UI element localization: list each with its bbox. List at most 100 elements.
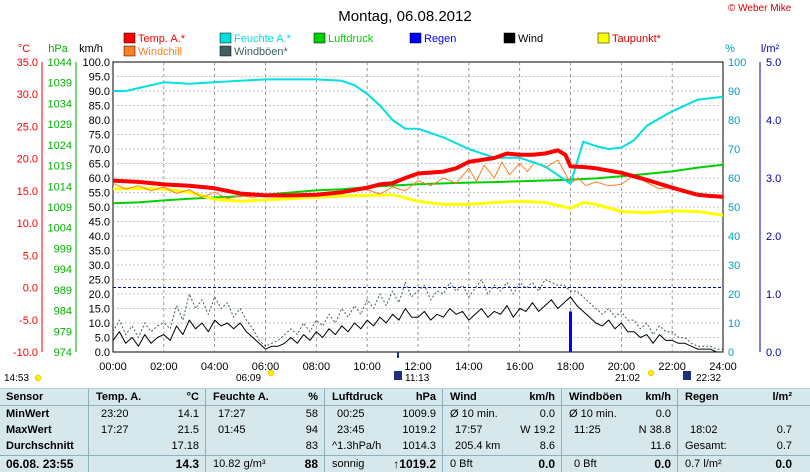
sensor-header: Sensor	[6, 391, 44, 403]
wind-tick-label: 10.0	[89, 318, 110, 330]
humidity-tick-label: 10	[728, 318, 740, 330]
chart-title: Montag, 06.08.2012	[338, 8, 471, 25]
wind-tick-label: 90.0	[89, 86, 110, 98]
humidity-tick-label: 100	[728, 57, 746, 69]
rain-bar	[569, 311, 572, 352]
rain-total-label: Gesamt:	[685, 440, 727, 452]
axis-unit-label: l/m²	[761, 43, 780, 55]
row-label-current: 06.08. 23:55	[6, 457, 74, 471]
temp-tick-label: 15.0	[17, 186, 38, 198]
wind-avg-label: Ø 10 min.	[450, 408, 498, 420]
rain-day-total: 0.7 l/m²	[685, 458, 722, 470]
gust-max-value: N 38.8	[638, 424, 671, 436]
pressure-tick-label: 1019	[48, 161, 72, 173]
rain-total-value: 0.7	[776, 440, 792, 452]
humidity-tick-label: 60	[728, 173, 740, 185]
humidity-tick-label: 30	[728, 260, 740, 272]
humidity-tick-label: 70	[728, 144, 740, 156]
x-tick-label: 10:00	[353, 361, 381, 373]
weather-chart: Montag, 06.08.2012 Temp. A.* Feuchte A.* Lu…	[4, 8, 781, 384]
rain-tick-label: 3.0	[766, 173, 781, 185]
pressure-max-time: 23:45	[337, 424, 365, 436]
gust-current-value: 0.0	[654, 457, 671, 471]
temp-header: Temp. A.	[96, 391, 142, 403]
wind-tick-label: 0.0	[95, 347, 110, 359]
wind-tick-label: 85.0	[89, 101, 110, 113]
legend-swatch	[597, 32, 610, 44]
rain-tick-label: 0.0	[766, 347, 781, 359]
temp-min-value: 14.1	[177, 408, 199, 420]
legend-label: Luftdruck	[328, 33, 374, 45]
pressure-tick-label: 989	[54, 285, 72, 297]
humidity-tick-label: 90	[728, 86, 740, 98]
axis-unit-label: hPa	[48, 43, 68, 55]
legend-label: Feuchte A.*	[234, 33, 292, 45]
rain-current-value: 0.0	[775, 457, 792, 471]
x-tick-label: 14:00	[455, 361, 483, 373]
temp-max-value: 21.5	[177, 424, 199, 436]
rain-max-value: 0.7	[776, 424, 792, 436]
wind-avg-value: 0.0	[539, 408, 555, 420]
wind-current-value: 0.0	[538, 457, 555, 471]
wind-max-time: 17:57	[455, 424, 483, 436]
credit-label: © Weber Mike	[728, 3, 792, 14]
gust-beaufort: 0 Bft	[574, 458, 597, 470]
rain-unit: l/m²	[772, 391, 792, 403]
wind-tick-label: 55.0	[89, 188, 110, 200]
sun-icon	[267, 369, 275, 377]
temp-tick-label: -10.0	[13, 347, 38, 359]
rain-column: Regen l/m² 18:02 0.7 Gesamt: 0.7 0.7 l/m…	[677, 389, 798, 472]
forecast-text: sonnig	[332, 458, 365, 470]
pressure-tick-label: 1004	[48, 223, 72, 235]
temp-tick-label: 20.0	[17, 154, 38, 166]
x-tick-label: 22:00	[658, 361, 686, 373]
pressure-tick-label: 1039	[48, 78, 72, 90]
temp-avg-value: 17.18	[171, 440, 199, 452]
humidity-unit: %	[308, 391, 318, 403]
pressure-tick-label: 994	[54, 264, 72, 276]
humidity-min-time: 17:27	[218, 408, 246, 420]
pressure-tick-label: 979	[54, 326, 72, 338]
wind-unit: km/h	[529, 391, 555, 403]
pressure-current-value: ↑1019.2	[393, 457, 436, 471]
axis-unit-label: %	[725, 43, 735, 55]
legend-swatch	[123, 45, 136, 57]
rain-tick-label: 2.0	[766, 231, 781, 243]
wind-tick-label: 50.0	[89, 202, 110, 214]
wind-tick-label: 20.0	[89, 289, 110, 301]
x-tick-label: 24:00	[709, 361, 737, 373]
pressure-tick-label: 1044	[48, 57, 72, 69]
absolute-humidity: 10.82 g/m³	[213, 458, 266, 470]
x-tick-label: 00:00	[99, 361, 127, 373]
x-tick-label: 20:00	[608, 361, 636, 373]
event-time-label: 06:09	[236, 373, 261, 384]
wind-column: Wind km/h Ø 10 min. 0.0 17:57 W 19.2 205…	[442, 389, 561, 472]
axis-unit-label: °C	[18, 43, 30, 55]
series-line	[112, 148, 724, 199]
wind-beaufort: 0 Bft	[450, 458, 473, 470]
temp-unit: °C	[186, 391, 199, 403]
temp-max-time: 17:27	[101, 424, 129, 436]
wind-tick-label: 35.0	[89, 246, 110, 258]
wind-max-value: W 19.2	[520, 424, 555, 436]
event-time-label: 21:02	[615, 373, 640, 384]
pressure-tick-label: 1014	[48, 181, 72, 193]
series-line	[112, 159, 724, 200]
wind-tick-label: 100.0	[82, 57, 110, 69]
humidity-tick-label: 80	[728, 115, 740, 127]
wind-tick-label: 80.0	[89, 115, 110, 127]
row-label-min: MinWert	[6, 408, 50, 420]
gust-max-time: 11:25	[574, 424, 601, 436]
temp-tick-label: 30.0	[17, 89, 38, 101]
temp-column: Temp. A. °C 23:20 14.1 17:27 21.5 17.18 …	[88, 389, 205, 472]
row-label-max: MaxWert	[6, 424, 52, 436]
row-label-avg: Durchschnitt	[6, 440, 74, 452]
wind-tick-label: 65.0	[89, 159, 110, 171]
event-time-label: 11:13	[405, 373, 430, 384]
pressure-min-value: 1009.9	[402, 408, 436, 420]
gust-header: Windböen	[569, 391, 623, 403]
legend-swatch	[409, 32, 422, 44]
rain-header: Regen	[685, 391, 719, 403]
pressure-tick-label: 999	[54, 243, 72, 255]
legend-swatch	[123, 32, 136, 44]
